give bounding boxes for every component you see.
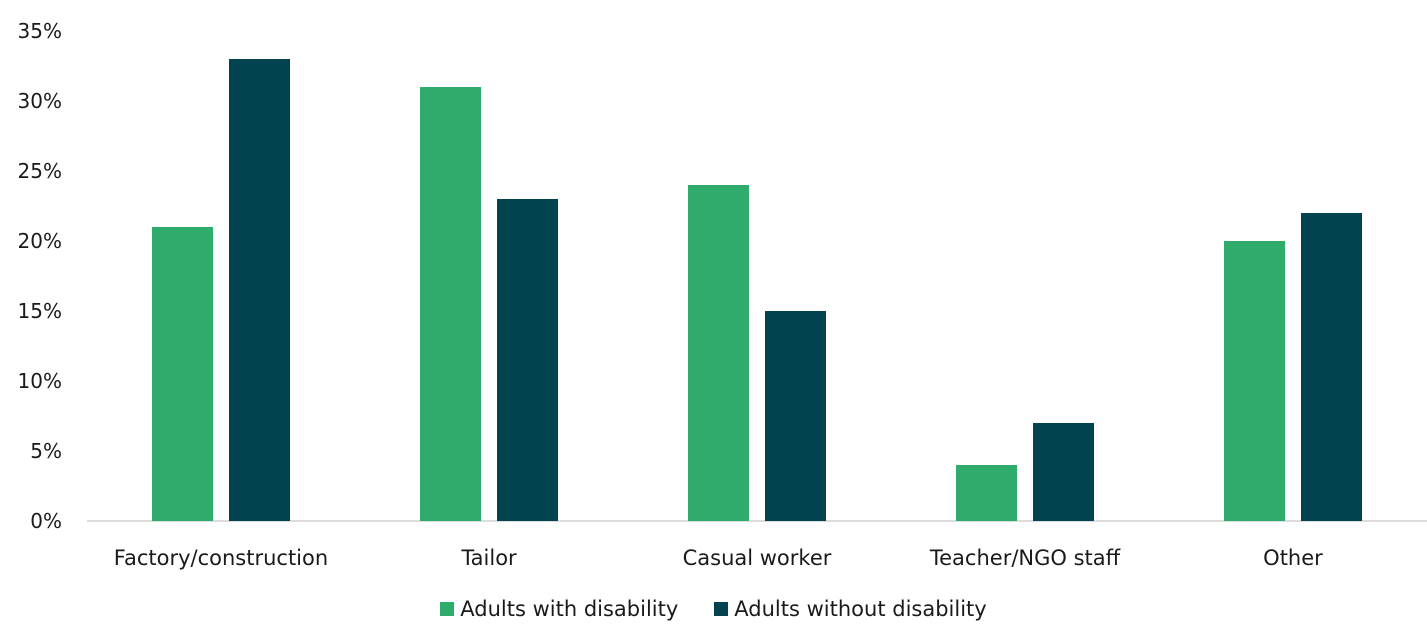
y-tick-label: 0% [30,509,62,533]
bar-without-disability [229,59,290,521]
bar-with-disability [420,87,481,521]
bar-with-disability [956,465,1017,521]
x-tick-label: Other [1263,546,1323,570]
legend-swatch-with-disability [440,602,455,616]
bar-with-disability [688,185,749,521]
y-tick-label: 5% [30,439,62,463]
legend-label-with-disability: Adults with disability [460,597,679,621]
x-tick-label: Casual worker [683,546,832,570]
bar-with-disability [152,227,213,521]
x-tick-label: Tailor [460,546,517,570]
bar-without-disability [497,199,558,521]
bar-without-disability [765,311,826,521]
x-tick-label: Factory/construction [114,546,328,570]
y-tick-label: 35% [18,19,62,43]
y-tick-label: 25% [18,159,62,183]
x-tick-label: Teacher/NGO staff [929,546,1121,570]
legend-label-without-disability: Adults without disability [734,597,987,621]
y-tick-label: 10% [18,369,62,393]
legend-swatch-without-disability [714,602,729,616]
legend-item-with-disability: Adults with disability [440,597,678,621]
bar-with-disability [1224,241,1285,521]
bar-chart: 0% 5% 10% 15% 20% 25% 30% 35% Factory/constructi… [18,19,1427,570]
y-tick-label: 15% [18,299,62,323]
bar-without-disability [1033,423,1094,521]
bar-without-disability [1301,213,1362,521]
y-tick-label: 30% [18,89,62,113]
legend: Adults with disability Adults without di… [0,594,1427,624]
y-tick-label: 20% [18,229,62,253]
legend-item-without-disability: Adults without disability [714,597,987,621]
